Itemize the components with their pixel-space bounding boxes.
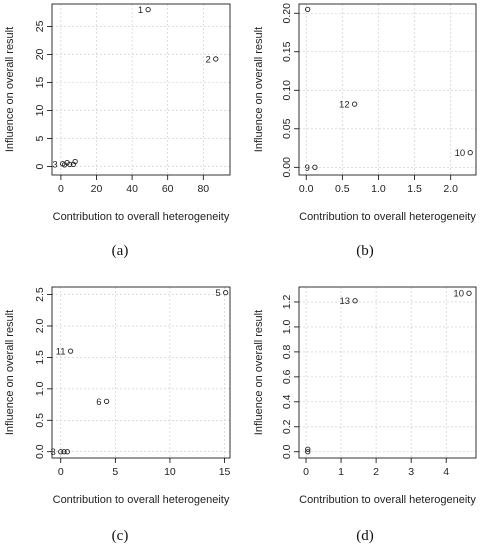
x-tick-label: 0 xyxy=(58,183,64,195)
data-point xyxy=(305,6,311,13)
data-point-label: 11 xyxy=(56,347,66,358)
y-tick-label: 0.15 xyxy=(281,41,293,62)
y-tick-label: 5 xyxy=(34,135,46,141)
panel-3: 0 5 10 15 0.0 0.5 1.0 1.5 2.0 2.5 Contribution to … xyxy=(4,286,231,544)
y-tick-label: 0.0 xyxy=(281,444,293,459)
x-tick-label: 1.0 xyxy=(371,183,386,195)
x-tick-label: 2.0 xyxy=(443,183,458,195)
panel-2: 0.0 0.5 1.0 1.5 2.0 0.00 0.05 0.10 0.15 0.20 Contr… xyxy=(253,3,477,259)
y-tick-label: 1.2 xyxy=(281,295,293,310)
data-point-label: 2 xyxy=(205,54,210,65)
plot-frame xyxy=(298,286,477,459)
x-tick-label: 0 xyxy=(303,466,309,478)
y-tick-label: 0.20 xyxy=(281,3,293,24)
x-tick-label: 40 xyxy=(126,183,138,195)
x-tick-label: 60 xyxy=(162,183,174,195)
y-tick-label: 0.5 xyxy=(34,413,46,428)
data-point xyxy=(58,449,64,455)
y-axis-title: Influence on overall result xyxy=(4,27,16,152)
y-tick-label: 1.0 xyxy=(34,381,46,396)
data-point xyxy=(72,158,78,165)
x-tick-label: 1 xyxy=(338,466,344,478)
data-point xyxy=(64,160,70,166)
x-tick-label: 15 xyxy=(219,466,231,478)
data-point-label: 12 xyxy=(339,100,350,111)
y-axis-title: Influence on overall result xyxy=(4,310,16,435)
y-tick-label: 0.05 xyxy=(281,118,293,139)
data-point-label: 10 xyxy=(453,289,464,300)
y-tick-label: 0.0 xyxy=(34,444,46,459)
x-axis-title: Contribution to overall heterogeneity xyxy=(299,211,476,223)
x-tick-label: 0.5 xyxy=(335,183,350,195)
y-tick-label: 0.4 xyxy=(281,394,293,409)
data-point xyxy=(213,56,219,62)
x-tick-label: 80 xyxy=(197,183,209,195)
data-point-label: 13 xyxy=(340,296,351,307)
panel-caption: (b) xyxy=(356,243,374,259)
x-tick-label: 5 xyxy=(112,466,118,478)
y-tick-label: 2.0 xyxy=(34,319,46,334)
data-point xyxy=(305,449,311,455)
y-tick-label: 15 xyxy=(34,76,46,88)
data-point-label: 3 xyxy=(52,159,57,170)
x-axis-title: Contribution to overall heterogeneity xyxy=(53,494,230,506)
panel-1: 0 20 40 60 80 0 5 10 15 20 25 Contribution to overa… xyxy=(4,3,231,259)
data-point xyxy=(67,161,73,167)
panel-caption: (a) xyxy=(112,243,129,259)
data-point xyxy=(145,6,151,13)
x-tick-label: 10 xyxy=(164,466,176,478)
data-point xyxy=(351,101,358,107)
y-tick-label: 1.0 xyxy=(281,319,293,334)
y-tick-label: 20 xyxy=(34,48,46,60)
x-tick-label: 1.5 xyxy=(407,183,422,195)
plot-frame xyxy=(298,3,477,176)
data-point-label: 9 xyxy=(305,163,310,174)
data-point xyxy=(61,449,67,455)
data-point xyxy=(67,348,74,354)
data-point xyxy=(103,398,110,405)
plot-frame xyxy=(51,286,231,459)
x-axis-title: Contribution to overall heterogeneity xyxy=(299,494,476,506)
x-tick-label: 4 xyxy=(443,466,449,478)
panel-caption: (c) xyxy=(112,528,129,544)
data-point xyxy=(305,446,311,452)
data-point-label: 1 xyxy=(138,5,143,16)
y-tick-label: 2.5 xyxy=(34,287,46,302)
data-point xyxy=(467,150,473,156)
x-tick-label: 2 xyxy=(373,466,379,478)
y-axis-title: Influence on overall result xyxy=(253,27,265,152)
y-axis-title: Influence on overall result xyxy=(253,310,265,435)
y-tick-label: 0.8 xyxy=(281,344,293,359)
y-tick-label: 0.00 xyxy=(281,157,293,178)
y-tick-label: 1.5 xyxy=(34,350,46,365)
y-tick-label: 0.6 xyxy=(281,369,293,384)
y-tick-label: 0.2 xyxy=(281,419,293,434)
data-point-label: 3 xyxy=(50,447,55,458)
y-tick-label: 25 xyxy=(34,20,46,32)
data-point-label: 10 xyxy=(455,148,466,159)
plot-frame xyxy=(51,3,231,176)
panel-4: 0 1 2 3 4 0.0 0.2 0.4 0.6 0.8 1.0 1.2 Contribution t… xyxy=(253,286,477,544)
data-point-label: 6 xyxy=(96,397,101,408)
y-tick-label: 0.10 xyxy=(281,80,293,101)
x-tick-label: 3 xyxy=(408,466,414,478)
x-axis-title: Contribution to overall heterogeneity xyxy=(53,211,230,223)
data-point xyxy=(352,298,358,304)
data-point xyxy=(64,449,70,455)
x-tick-label: 0 xyxy=(58,466,64,478)
panel-caption: (d) xyxy=(356,528,374,544)
data-point xyxy=(466,290,472,296)
x-tick-label: 20 xyxy=(91,183,103,195)
data-point xyxy=(312,164,318,170)
x-tick-label: 0.0 xyxy=(299,183,314,195)
data-point-label: 5 xyxy=(215,288,220,299)
y-tick-label: 0 xyxy=(34,164,46,170)
data-point xyxy=(222,290,229,296)
y-tick-label: 10 xyxy=(34,105,46,117)
